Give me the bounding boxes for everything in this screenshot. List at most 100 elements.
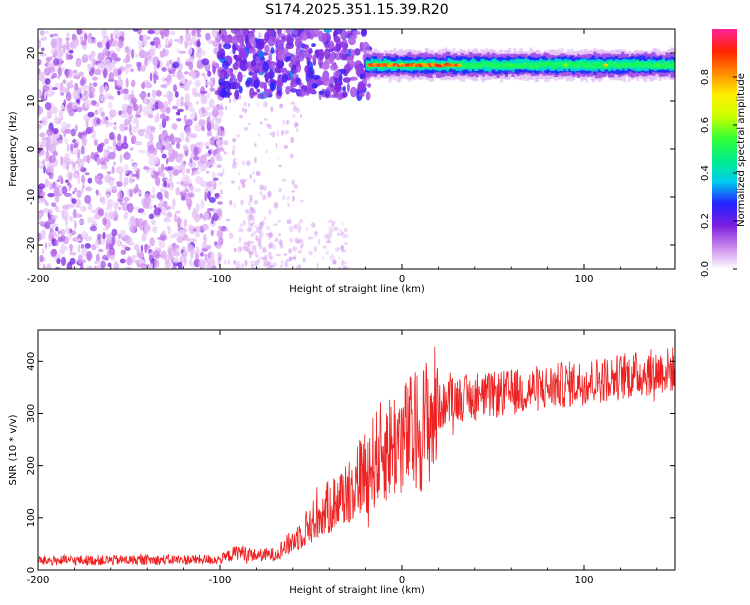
spectral-blob [216, 164, 222, 168]
spectral-blob [162, 144, 166, 151]
spectral-blob [223, 43, 232, 50]
spectral-blob [75, 59, 81, 68]
spectral-blob [119, 123, 126, 132]
spectral-blob [221, 60, 230, 70]
spectral-blob [94, 265, 97, 269]
spectral-blob [143, 166, 151, 170]
spectral-blob [199, 108, 203, 119]
spectral-blob [193, 155, 200, 161]
spectral-blob [191, 87, 197, 92]
spectral-blob [129, 158, 135, 163]
spectral-blob [253, 79, 260, 90]
spectral-blob [185, 126, 192, 136]
spectral-blob [41, 248, 45, 255]
spectral-blob [342, 222, 344, 226]
band-segment [578, 61, 582, 67]
spectral-blob [341, 259, 344, 266]
spectral-blob [235, 134, 241, 138]
spectral-blob [150, 171, 154, 176]
spectral-blob [264, 44, 270, 54]
spectral-blob [269, 255, 273, 260]
spectral-blob [216, 139, 224, 148]
spectral-blob [284, 259, 289, 267]
spectral-blob [201, 58, 210, 66]
spectral-blob [212, 77, 216, 86]
spectral-blob [155, 171, 161, 177]
spectral-blob [109, 255, 115, 261]
band-segment [634, 62, 638, 67]
spectral-blob [155, 90, 162, 97]
spectral-blob [164, 190, 169, 199]
spectral-blob [206, 208, 215, 212]
spectral-blob [184, 237, 191, 242]
spectral-blob [258, 244, 263, 250]
spectral-blob [172, 105, 178, 110]
colorbar-tick-label: 0.8 [700, 69, 711, 85]
spectral-blob [41, 196, 46, 203]
spectral-blob [295, 60, 301, 67]
spectral-blob [105, 119, 110, 128]
spectral-blob [106, 193, 110, 199]
colorbar-tick-label: 0.2 [700, 213, 711, 229]
spectral-blob [165, 106, 171, 114]
spectral-blob [276, 29, 282, 35]
band-segment [478, 63, 482, 69]
spectral-blob [193, 170, 201, 175]
spectral-blob [182, 189, 190, 194]
spectral-blob [176, 70, 183, 80]
spectral-blob [70, 128, 77, 137]
band-segment [513, 63, 517, 69]
spectral-blob [136, 248, 140, 258]
spectral-blob [80, 131, 88, 136]
spectral-blob [244, 259, 248, 267]
spectral-blob [131, 225, 135, 235]
spectral-blob [119, 172, 123, 183]
spectral-blob [129, 132, 133, 136]
spectral-blob [311, 43, 316, 48]
spectral-blob [104, 174, 112, 183]
spectral-blob [147, 144, 155, 154]
spectral-blob [95, 189, 99, 195]
spectral-blob [179, 131, 185, 141]
spectral-blob [117, 191, 123, 199]
spectral-blob [265, 225, 271, 231]
spectral-blob [80, 174, 86, 184]
spectral-blob [299, 31, 309, 41]
spectral-blob [296, 128, 299, 132]
spectral-blob [87, 33, 91, 44]
spectral-blob [118, 206, 122, 211]
band-segment [621, 63, 625, 68]
spectral-blob [308, 47, 313, 55]
spectral-blob [344, 242, 348, 245]
spectral-blob [248, 194, 253, 198]
spectral-blob [277, 219, 281, 223]
spectral-blob [111, 185, 117, 192]
band-segment [537, 61, 541, 67]
spectral-blob [48, 66, 56, 73]
spectral-blob [240, 199, 244, 206]
spectral-blob [206, 130, 212, 137]
band-segment [629, 62, 633, 68]
colorbar-tick-label: 0.0 [700, 261, 711, 277]
spectral-blob [219, 115, 222, 120]
spectral-blob [255, 38, 265, 51]
spectral-blob [163, 216, 170, 222]
spectral-blob [185, 168, 191, 174]
y-tick-label: 100 [26, 508, 37, 527]
spectral-blob [299, 218, 303, 224]
spectral-blob [122, 110, 126, 115]
spectral-blob [41, 137, 49, 141]
spectral-blob [114, 79, 117, 86]
spectral-blob [191, 172, 194, 177]
x-tick-label: -200 [27, 274, 50, 285]
spectral-blob [170, 74, 176, 78]
spectral-blob [359, 73, 365, 79]
spectral-blob [206, 116, 211, 125]
spectral-blob [317, 238, 321, 245]
spectral-blob [203, 107, 211, 111]
spectral-blob [289, 257, 293, 262]
spectral-blob [228, 232, 234, 240]
spectral-blob [227, 259, 230, 265]
spectral-blob [117, 90, 121, 96]
spectral-blob [215, 147, 224, 152]
